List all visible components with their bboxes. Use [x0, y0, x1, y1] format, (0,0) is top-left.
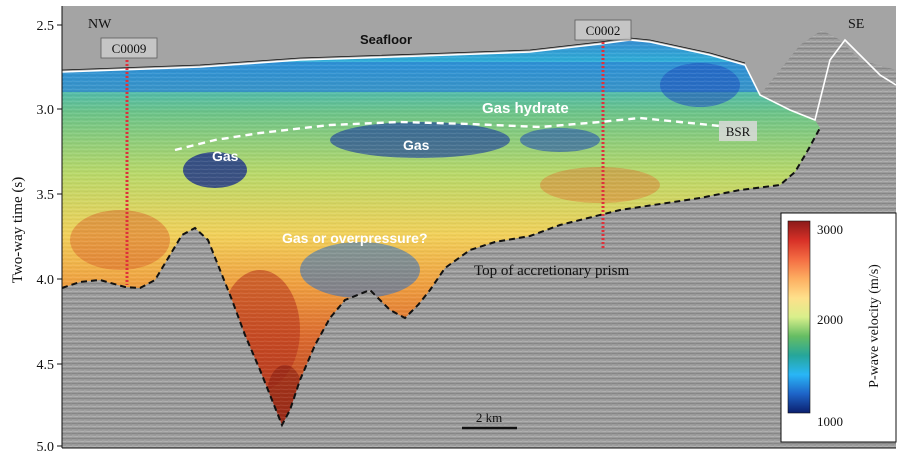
y-tick-label: 2.5	[37, 19, 55, 34]
colorbar-tick: 3000	[817, 222, 843, 237]
gas-hydrate-label: Gas hydrate	[482, 100, 569, 117]
se-label: SE	[848, 17, 864, 32]
water-column	[62, 6, 896, 95]
gas-overpressure-label: Gas or overpressure?	[282, 230, 428, 246]
well-label: C0002	[586, 23, 621, 38]
y-tick-label: 4.5	[37, 358, 55, 373]
well-c0002: C0002	[574, 19, 632, 250]
well-c0009: C0009	[100, 37, 158, 285]
y-ticks: 2.5 3.0 3.5 4.0 4.5 5.0	[37, 19, 62, 455]
colorbar-title: P-wave velocity (m/s)	[867, 264, 882, 388]
gas-label-center: Gas	[403, 137, 430, 153]
bsr-line	[174, 116, 721, 152]
prism-boundary	[61, 127, 821, 428]
seafloor-label: Seafloor	[360, 32, 412, 47]
scale-bar-label: 2 km	[476, 410, 502, 425]
colorbar-gradient	[787, 220, 811, 414]
scale-bar: 2 km	[462, 410, 517, 430]
gas-label-left: Gas	[212, 148, 239, 164]
y-tick-label: 5.0	[37, 440, 55, 455]
bsr-label-box	[719, 121, 757, 141]
seafloor-line	[61, 38, 897, 122]
well-label: C0009	[112, 41, 147, 56]
bsr-label: BSR	[726, 124, 751, 139]
colorbar-panel: 3000 2000 1000 P-wave velocity (m/s)	[780, 212, 897, 443]
well-label-box	[100, 37, 158, 59]
y-tick-label: 3.5	[37, 188, 55, 203]
prism-label: Top of accretionary prism	[474, 263, 629, 279]
y-tick-label: 4.0	[37, 273, 55, 288]
y-axis-label: Two-way time (s)	[10, 177, 26, 283]
y-tick-label: 3.0	[37, 103, 55, 118]
well-label-box	[574, 19, 632, 41]
colorbar-tick: 1000	[817, 414, 843, 429]
nw-label: NW	[88, 17, 112, 32]
colorbar-tick: 2000	[817, 312, 843, 327]
